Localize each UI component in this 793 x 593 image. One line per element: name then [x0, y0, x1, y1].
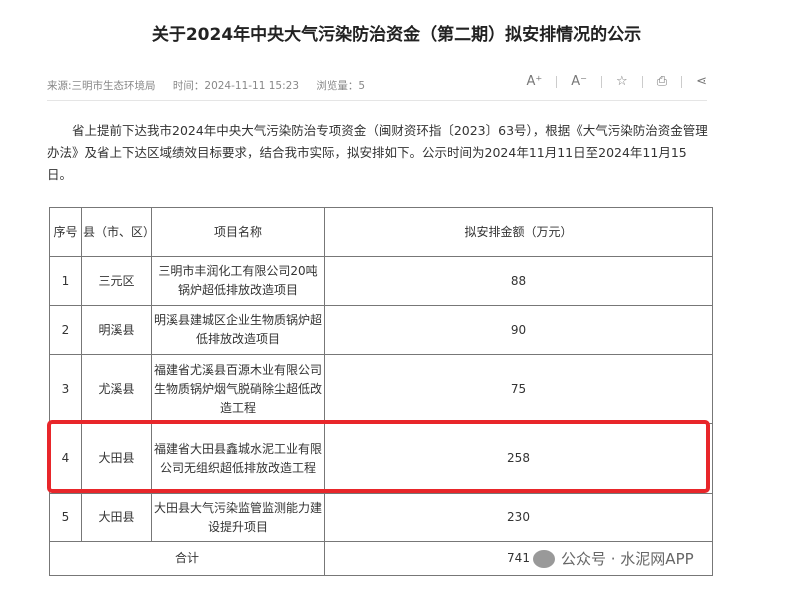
watermark-text: 公众号 · 水泥网APP	[561, 550, 694, 568]
cell-county: 尤溪县	[81, 354, 152, 424]
table-row: 5 大田县 大田县大气污染监管监测能力建设提升项目 230	[49, 493, 713, 542]
article-tools: A⁺ A⁻ ☆ ⎙ ⋖	[527, 74, 708, 89]
table-header: 序号 县（市、区） 项目名称 拟安排金额（万元）	[49, 207, 713, 257]
article-paragraph: 省上提前下达我市2024年中央大气污染防治专项资金（闽财资环指〔2023〕63号…	[47, 123, 708, 182]
font-decrease-icon[interactable]: A⁻	[571, 74, 588, 89]
cell-amount: 90	[324, 305, 713, 355]
table-row: 4 大田县 福建省大田县鑫城水泥工业有限公司无组织超低排放改造工程 258	[49, 423, 713, 494]
cell-amount: 75	[324, 354, 713, 424]
header-county: 县（市、区）	[81, 207, 155, 257]
view-count: 浏览量：5	[316, 80, 366, 92]
cell-project: 大田县大气污染监管监测能力建设提升项目	[151, 493, 325, 542]
star-icon[interactable]: ☆	[616, 74, 628, 89]
article-meta: 来源:三明市生态环境局 时间：2024-11-11 15:23 浏览量：5	[47, 78, 379, 93]
total-label: 合计	[49, 541, 325, 576]
cell-project: 福建省尤溪县百源木业有限公司生物质锅炉烟气脱硝除尘超低改造工程	[151, 354, 325, 424]
publish-time: 时间：2024-11-11 15:23	[172, 80, 300, 92]
wechat-icon	[533, 549, 555, 568]
share-icon[interactable]: ⋖	[696, 74, 707, 89]
cell-county: 明溪县	[81, 305, 152, 355]
cell-project: 三明市丰润化工有限公司20吨锅炉超低排放改造项目	[151, 256, 325, 306]
table-row: 3 尤溪县 福建省尤溪县百源木业有限公司生物质锅炉烟气脱硝除尘超低改造工程 75	[49, 354, 713, 424]
table-row: 2 明溪县 明溪县建城区企业生物质锅炉超低排放改造项目 90	[49, 305, 713, 355]
table-row: 1 三元区 三明市丰润化工有限公司20吨锅炉超低排放改造项目 88	[49, 256, 713, 306]
header-no: 序号	[49, 207, 82, 257]
highlight-box	[47, 420, 710, 493]
cell-amount: 258	[324, 423, 713, 494]
watermark: 公众号 · 水泥网APP	[533, 548, 694, 569]
cell-no: 3	[49, 354, 82, 424]
cell-no: 1	[49, 256, 82, 306]
page-title: 关于2024年中央大气污染防治资金（第二期）拟安排情况的公示	[151, 25, 642, 45]
divider	[47, 100, 707, 101]
total-row: 合计 741	[49, 541, 713, 576]
funding-table: 序号 县（市、区） 项目名称 拟安排金额（万元） 1 三元区 三明市丰润化工有限公司…	[49, 207, 713, 576]
cell-no: 2	[49, 305, 82, 355]
font-increase-icon[interactable]: A⁺	[526, 74, 543, 89]
cell-amount: 88	[324, 256, 713, 306]
cell-project: 明溪县建城区企业生物质锅炉超低排放改造项目	[151, 305, 325, 355]
source: 来源:三明市生态环境局	[47, 80, 156, 92]
cell-no: 5	[49, 493, 82, 542]
cell-county: 大田县	[81, 493, 152, 542]
total-amount: 741	[324, 541, 713, 576]
header-amount: 拟安排金额（万元）	[324, 207, 713, 257]
print-icon[interactable]: ⎙	[656, 74, 668, 89]
header-project: 项目名称	[151, 207, 325, 257]
cell-county: 三元区	[81, 256, 152, 306]
cell-amount: 230	[324, 493, 713, 542]
